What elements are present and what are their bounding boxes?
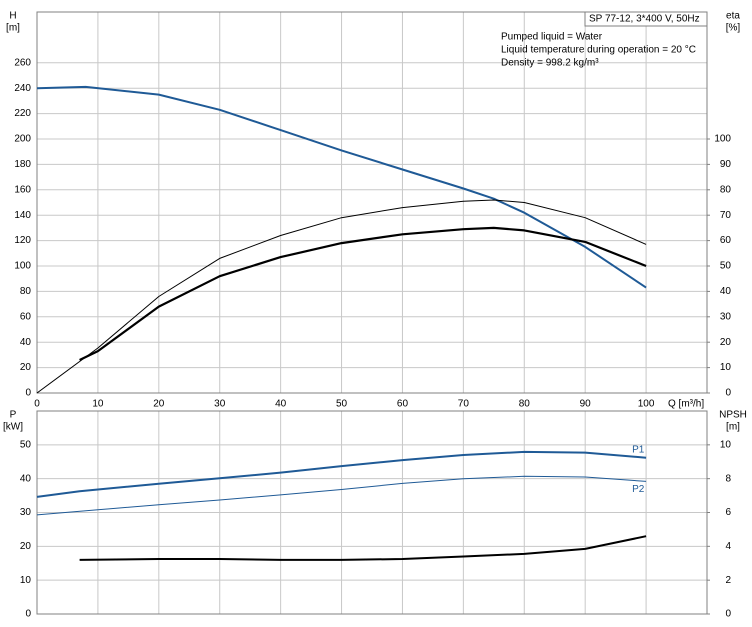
y-tick-label: 50 bbox=[20, 439, 32, 450]
x-tick-label: 50 bbox=[336, 399, 348, 410]
y-tick-label: 100 bbox=[14, 261, 31, 272]
curve bbox=[36, 450, 647, 498]
y2-tick-label: 2 bbox=[725, 575, 731, 586]
y2-axis-label: eta bbox=[726, 11, 740, 22]
info-line: Liquid temperature during operation = 20… bbox=[501, 45, 696, 56]
y-axis-label: P bbox=[10, 410, 17, 421]
x-tick-label: 90 bbox=[580, 399, 592, 410]
x-tick-label: 30 bbox=[214, 399, 226, 410]
y2-tick-label: 40 bbox=[720, 286, 732, 297]
y-tick-label: 40 bbox=[20, 337, 32, 348]
y2-tick-label: 6 bbox=[725, 507, 731, 518]
y-tick-label: 60 bbox=[20, 311, 32, 322]
y-tick-label: 140 bbox=[14, 210, 31, 221]
y2-tick-label: 90 bbox=[720, 159, 732, 170]
y-tick-label: 260 bbox=[14, 57, 31, 68]
x-tick-label: 70 bbox=[458, 399, 470, 410]
x-tick-label: 0 bbox=[34, 399, 40, 410]
y-tick-label: 200 bbox=[14, 134, 31, 145]
y2-tick-label: 10 bbox=[720, 362, 732, 373]
y-tick-label: 20 bbox=[20, 362, 32, 373]
y-tick-label: 0 bbox=[25, 609, 31, 620]
y2-tick-label: 100 bbox=[714, 134, 731, 145]
x-tick-label: 60 bbox=[397, 399, 409, 410]
curve bbox=[79, 226, 647, 361]
y2-axis-label: NPSH bbox=[719, 410, 747, 421]
y-tick-label: 220 bbox=[14, 108, 31, 119]
y-axis-unit: [m] bbox=[6, 23, 20, 34]
series-label: P1 bbox=[632, 444, 645, 455]
series-label: P2 bbox=[632, 484, 645, 495]
x-tick-label: 100 bbox=[638, 399, 655, 410]
x-tick-label: 10 bbox=[92, 399, 104, 410]
y2-tick-label: 0 bbox=[725, 609, 731, 620]
y-axis-unit: [kW] bbox=[3, 422, 23, 433]
x-axis-label: Q [m³/h] bbox=[668, 399, 704, 410]
curve bbox=[36, 475, 647, 516]
plot-frame bbox=[36, 410, 708, 615]
y2-axis-unit: [m] bbox=[726, 422, 740, 433]
y2-tick-label: 20 bbox=[720, 337, 732, 348]
y2-tick-label: 30 bbox=[720, 311, 732, 322]
info-box-text: SP 77-12, 3*400 V, 50Hz bbox=[589, 14, 700, 25]
y2-tick-label: 8 bbox=[725, 473, 731, 484]
y2-tick-label: 50 bbox=[720, 261, 732, 272]
info-line: Density = 998.2 kg/m³ bbox=[501, 58, 599, 69]
y-tick-label: 180 bbox=[14, 159, 31, 170]
y2-axis-unit: [%] bbox=[726, 23, 741, 34]
x-tick-label: 40 bbox=[275, 399, 287, 410]
y-tick-label: 160 bbox=[14, 184, 31, 195]
y-tick-label: 10 bbox=[20, 575, 32, 586]
curve bbox=[79, 535, 647, 561]
y-axis-label: H bbox=[9, 11, 16, 22]
y-tick-label: 20 bbox=[20, 541, 32, 552]
y2-tick-label: 70 bbox=[720, 210, 732, 221]
plot-frame bbox=[36, 11, 708, 394]
y-tick-label: 0 bbox=[25, 388, 31, 399]
y-tick-label: 80 bbox=[20, 286, 32, 297]
curve bbox=[36, 199, 647, 394]
y-tick-label: 30 bbox=[20, 507, 32, 518]
x-tick-label: 20 bbox=[153, 399, 165, 410]
x-tick-label: 80 bbox=[519, 399, 531, 410]
y2-tick-label: 60 bbox=[720, 235, 732, 246]
info-box bbox=[584, 11, 708, 27]
y-tick-label: 120 bbox=[14, 235, 31, 246]
y2-tick-label: 0 bbox=[725, 388, 731, 399]
y2-tick-label: 80 bbox=[720, 184, 732, 195]
y-tick-label: 40 bbox=[20, 473, 32, 484]
y2-tick-label: 10 bbox=[720, 439, 732, 450]
curve bbox=[36, 85, 647, 289]
info-line: Pumped liquid = Water bbox=[501, 32, 603, 43]
y-tick-label: 240 bbox=[14, 83, 31, 94]
y2-tick-label: 4 bbox=[725, 541, 731, 552]
